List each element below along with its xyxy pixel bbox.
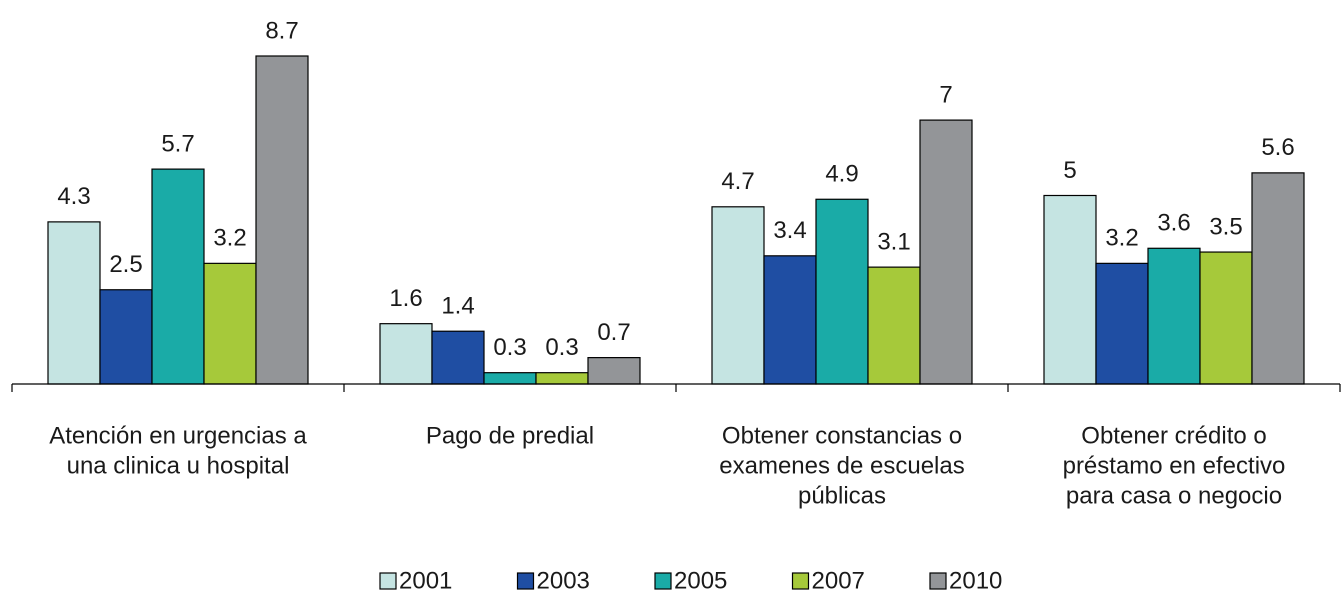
x-tick-label: para casa o negocio <box>1066 482 1282 509</box>
x-tick-label: una clinica u hospital <box>67 452 290 479</box>
x-tick-label: Atención en urgencias a <box>49 422 307 449</box>
value-label: 3.1 <box>877 228 910 255</box>
value-label: 2.5 <box>109 251 142 278</box>
x-tick-label: examenes de escuelas <box>719 452 964 479</box>
bar <box>815 198 869 385</box>
bar <box>203 262 257 385</box>
value-label: 4.9 <box>825 161 858 188</box>
value-label: 3.5 <box>1209 213 1242 240</box>
value-label: 3.6 <box>1157 210 1190 237</box>
bar <box>763 255 817 385</box>
value-label: 1.4 <box>441 293 474 320</box>
value-label: 5.6 <box>1261 134 1294 161</box>
bar <box>535 372 589 385</box>
value-label: 3.4 <box>773 217 806 244</box>
bar <box>1147 247 1201 385</box>
value-label: 4.3 <box>57 183 90 210</box>
value-label: 3.2 <box>213 225 246 252</box>
bar <box>919 119 973 385</box>
x-tick-label: Obtener crédito o <box>1081 422 1266 449</box>
bar <box>483 372 537 385</box>
value-label: 3.2 <box>1105 225 1138 252</box>
bar <box>867 266 921 385</box>
bar <box>1095 262 1149 385</box>
x-tick-label: públicas <box>798 482 886 509</box>
bar <box>379 323 433 385</box>
value-label: 5.7 <box>161 130 194 157</box>
legend-swatch <box>929 572 947 590</box>
value-label: 7 <box>939 81 952 108</box>
legend-label: 2010 <box>949 567 1002 593</box>
legend-label: 2001 <box>399 567 452 593</box>
value-label: 0.7 <box>597 319 630 346</box>
bar <box>151 168 205 385</box>
legend-label: 2005 <box>674 567 727 593</box>
value-label: 0.3 <box>545 334 578 361</box>
value-label: 8.7 <box>265 17 298 44</box>
x-tick-label: préstamo en efectivo <box>1063 452 1286 479</box>
legend-swatch <box>516 572 535 590</box>
legend-label: 2007 <box>812 567 865 593</box>
value-label: 4.7 <box>721 168 754 195</box>
bar <box>1199 251 1253 385</box>
bar <box>255 55 309 385</box>
legend-label: 2003 <box>537 567 590 593</box>
bar <box>431 330 485 385</box>
bar <box>1251 172 1305 385</box>
value-label: 1.6 <box>389 285 422 312</box>
bar <box>1043 194 1097 385</box>
bar <box>47 221 101 385</box>
x-tick-label: Pago de predial <box>426 422 594 449</box>
value-label: 0.3 <box>493 334 526 361</box>
legend-swatch <box>379 572 397 590</box>
legend-swatch <box>791 572 810 590</box>
bar <box>99 289 153 385</box>
bar <box>711 206 765 385</box>
bar <box>587 357 641 385</box>
value-label: 5 <box>1063 157 1076 184</box>
x-tick-label: Obtener constancias o <box>722 422 962 449</box>
legend-swatch <box>654 572 672 590</box>
